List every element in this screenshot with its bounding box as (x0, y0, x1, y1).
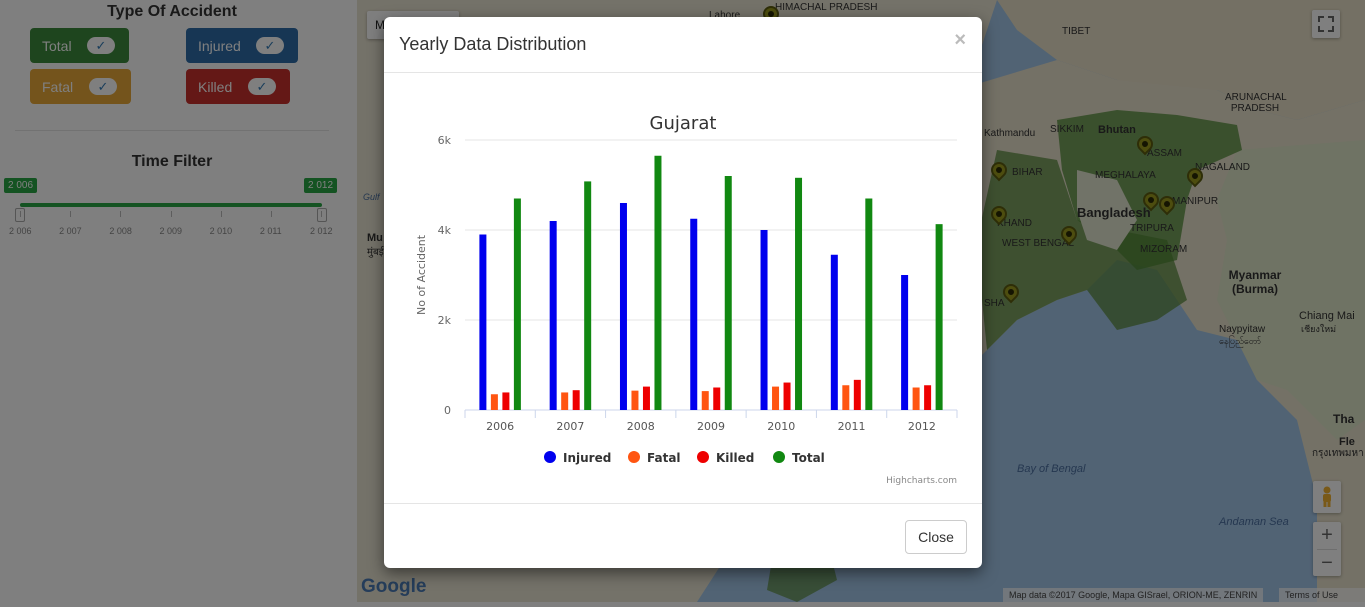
bar-killed (924, 385, 932, 410)
x-tick-label: 2006 (486, 420, 514, 433)
y-tick-label: 0 (444, 404, 451, 417)
legend-item: Injured (563, 451, 611, 465)
bar-killed (713, 387, 721, 410)
bar-fatal (772, 386, 780, 410)
yearly-bar-chart: Gujarat 0 2k 4k 6k No of Accident 2006 2007 2008… (415, 113, 958, 486)
bar-total (865, 198, 873, 410)
bar-fatal (561, 392, 569, 410)
bar-killed (783, 382, 791, 410)
legend-marker (628, 451, 640, 463)
bar-fatal (490, 394, 498, 410)
legend-marker (773, 451, 785, 463)
bar-fatal (701, 391, 709, 410)
bar-injured (549, 221, 557, 410)
y-axis-label: No of Accident (415, 234, 428, 315)
bar-total (654, 155, 662, 410)
x-tick-label: 2008 (627, 420, 655, 433)
y-tick-label: 6k (438, 134, 452, 147)
bar-injured (690, 218, 698, 410)
bar-injured (619, 203, 627, 410)
x-tick-label: 2010 (767, 420, 795, 433)
bar-total (935, 224, 943, 410)
bar-injured (901, 275, 909, 410)
chart-title: Gujarat (650, 113, 717, 134)
bar-total (724, 176, 732, 410)
bar-killed (853, 379, 861, 410)
modal-title: Yearly Data Distribution (399, 34, 587, 54)
bar-fatal (631, 390, 639, 410)
modal-footer: Close (384, 503, 982, 568)
bar-fatal (842, 385, 850, 410)
bar-total (584, 181, 592, 410)
legend-item: Killed (716, 451, 754, 465)
legend-item: Total (792, 451, 825, 465)
bar-killed (572, 390, 580, 410)
legend-item: Fatal (647, 451, 681, 465)
x-tick-label: 2009 (697, 420, 725, 433)
bar-total (795, 177, 803, 410)
y-tick-label: 2k (438, 314, 452, 327)
x-tick-label: 2007 (556, 420, 584, 433)
bar-killed (642, 386, 650, 410)
close-icon[interactable]: × (954, 29, 966, 51)
bar-injured (760, 230, 768, 410)
bar-injured (830, 254, 838, 410)
yearly-data-modal: Yearly Data Distribution × Gujarat 0 2k 4k 6… (384, 17, 982, 568)
x-tick-label: 2011 (838, 420, 866, 433)
bar-fatal (912, 387, 920, 410)
chart-credits[interactable]: Highcharts.com (886, 476, 957, 486)
modal-header: Yearly Data Distribution × (384, 17, 982, 73)
y-tick-label: 4k (438, 224, 452, 237)
bar-total (513, 198, 521, 410)
close-button[interactable]: Close (905, 520, 967, 554)
bar-injured (479, 234, 487, 410)
legend-marker (697, 451, 709, 463)
legend-marker (544, 451, 556, 463)
bar-killed (502, 392, 510, 410)
x-tick-label: 2012 (908, 420, 936, 433)
